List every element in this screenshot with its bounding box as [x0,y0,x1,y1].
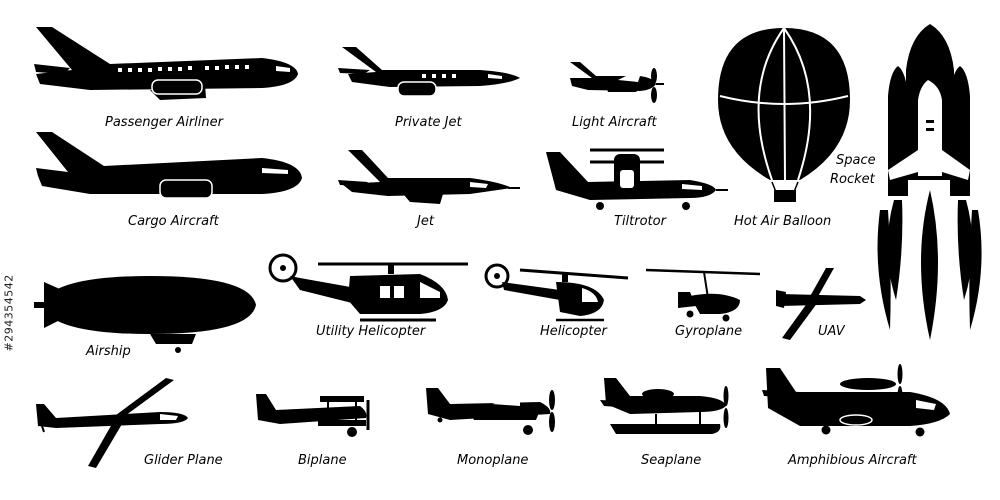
label-seaplane: Seaplane [641,453,702,468]
private-jet-icon [338,47,520,97]
label-rocket: Rocket [830,172,875,187]
label-tiltrotor: Tiltrotor [614,214,666,229]
hot-air-balloon-icon [718,27,850,202]
amphibious-aircraft-icon [762,364,950,437]
label-airship: Airship [86,344,131,359]
tiltrotor-icon [546,148,728,210]
space-rocket-icon [877,24,982,340]
label-monoplane: Monoplane [457,453,529,468]
label-utility-helicopter: Utility Helicopter [316,324,426,339]
passenger-airliner-icon [34,27,298,100]
label-helicopter: Helicopter [540,324,607,339]
label-amphibious-aircraft: Amphibious Aircraft [788,453,917,468]
label-gyroplane: Gyroplane [675,324,743,339]
label-biplane: Biplane [298,453,347,468]
label-jet: Jet [417,214,434,229]
label-glider-plane: Glider Plane [144,453,223,468]
airship-icon [34,276,256,353]
seaplane-icon [600,378,729,434]
label-passenger-airliner: Passenger Airliner [105,115,223,130]
label-private-jet: Private Jet [395,115,462,130]
glider-plane-icon [36,378,188,468]
utility-helicopter-icon [268,253,468,322]
helicopter-icon [484,263,629,322]
label-hot-air-balloon: Hot Air Balloon [734,214,832,229]
jet-icon [338,150,520,204]
stock-image-id: #294354542 [2,274,16,352]
biplane-icon [256,394,370,437]
gyroplane-icon [645,268,761,322]
light-aircraft-icon [570,62,664,103]
cargo-aircraft-icon [36,132,302,199]
label-space: Space [836,153,876,168]
monoplane-icon [426,388,555,435]
label-light-aircraft: Light Aircraft [572,115,657,130]
label-uav: UAV [818,324,845,339]
uav-icon [776,268,866,340]
label-cargo-aircraft: Cargo Aircraft [128,214,219,229]
